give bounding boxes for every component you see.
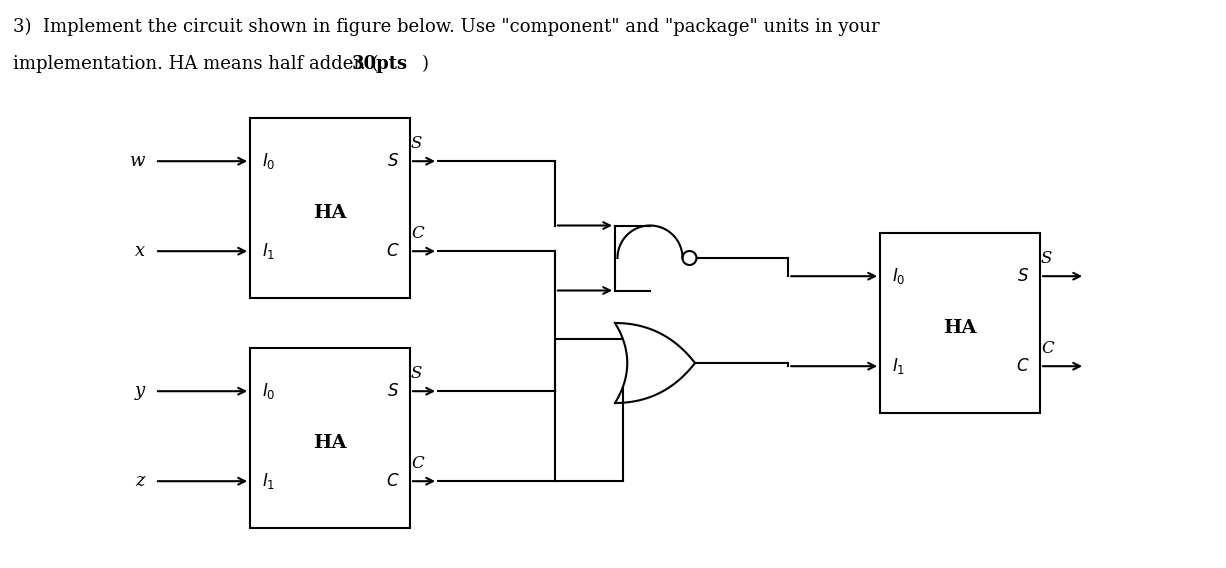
Text: $I_0$: $I_0$ — [262, 381, 276, 401]
Text: HA: HA — [943, 319, 977, 337]
Text: 30pts: 30pts — [352, 55, 408, 73]
Text: implementation. HA means half adder. (: implementation. HA means half adder. ( — [13, 55, 379, 73]
Bar — [880, 233, 1040, 413]
Text: z: z — [136, 472, 145, 490]
Text: C: C — [1041, 340, 1054, 357]
Text: S: S — [387, 152, 398, 170]
Text: $I_0$: $I_0$ — [262, 151, 276, 171]
Text: C: C — [411, 225, 424, 242]
Text: $I_0$: $I_0$ — [893, 266, 906, 286]
Text: $I_1$: $I_1$ — [262, 241, 276, 261]
Text: HA: HA — [314, 434, 347, 452]
Text: S: S — [1018, 267, 1027, 285]
Text: C: C — [1016, 357, 1027, 375]
Text: C: C — [386, 242, 398, 260]
Bar — [250, 348, 409, 528]
Text: 3)  Implement the circuit shown in figure below. Use "component" and "package" u: 3) Implement the circuit shown in figure… — [13, 18, 879, 36]
Bar — [250, 118, 409, 298]
Text: ): ) — [422, 55, 429, 73]
Text: C: C — [386, 472, 398, 490]
Text: w: w — [130, 152, 145, 170]
Text: y: y — [135, 382, 145, 400]
Text: S: S — [411, 365, 423, 382]
Text: $I_1$: $I_1$ — [262, 471, 276, 491]
Text: HA: HA — [314, 204, 347, 222]
Text: S: S — [411, 135, 423, 152]
Text: $I_1$: $I_1$ — [893, 356, 905, 376]
Text: C: C — [411, 455, 424, 472]
Text: S: S — [1041, 250, 1052, 267]
Text: S: S — [387, 382, 398, 400]
Text: x: x — [135, 242, 145, 260]
